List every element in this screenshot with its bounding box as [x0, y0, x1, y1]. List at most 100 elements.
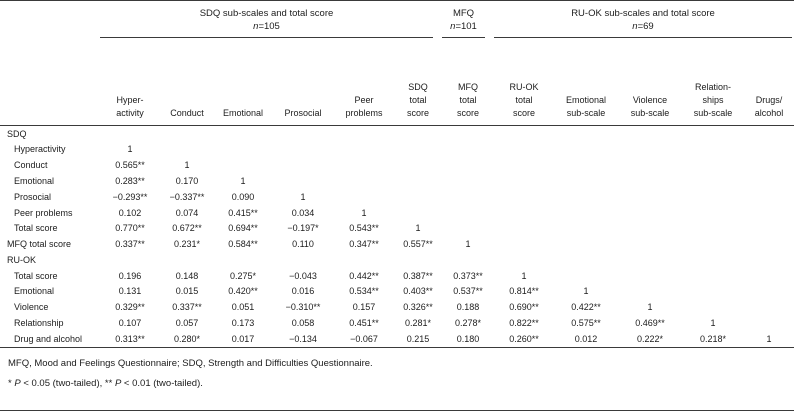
table-cell: 0.196: [118, 270, 142, 281]
group-header-sdq: SDQ sub-scales and total score n=105: [100, 1, 442, 38]
table-cell: [744, 205, 794, 221]
table-cell: 0.442**: [349, 270, 379, 281]
column-header-sdq-total: SDQ total score: [394, 37, 442, 127]
table-cell: [618, 236, 682, 252]
table-cell: [214, 252, 272, 268]
table-cell: 0.337**: [115, 239, 145, 250]
table-cell: [272, 252, 334, 268]
row-label: Hyperactivity: [14, 144, 66, 155]
table-cell: 1: [647, 302, 653, 313]
column-header-peer-problems: Peer problems: [334, 37, 394, 127]
table-cell: 0.280*: [173, 333, 201, 344]
table-cell: [494, 236, 554, 252]
table-cell: 1: [127, 144, 133, 155]
table-cell: [618, 252, 682, 268]
table-body: SDQ Hyperactivity 1 Conduct 0.565** 1 Emotiona…: [0, 126, 794, 347]
table-cell: [554, 236, 618, 252]
table-cell: [618, 189, 682, 205]
table-cell: [682, 220, 744, 236]
table-cell: [494, 252, 554, 268]
row-label: Prosocial: [14, 191, 52, 202]
table-cell: 0.148: [175, 270, 199, 281]
table-cell: [744, 141, 794, 157]
table-cell: [494, 220, 554, 236]
table-cell: 0.690**: [509, 302, 539, 313]
table-cell: [554, 141, 618, 157]
table-cell: 0.415**: [228, 207, 258, 218]
table-cell: 0.017: [231, 333, 255, 344]
table-cell: 1: [465, 239, 471, 250]
table-cell: 0.131: [118, 286, 142, 297]
table-row: Hyperactivity 1: [0, 141, 794, 157]
table-cell: [744, 157, 794, 173]
table-cell: 0.057: [175, 318, 199, 329]
correlation-table: SDQ sub-scales and total score n=105 MFQ…: [0, 0, 794, 347]
table-cell: 0.770**: [115, 223, 145, 234]
table-cell: 0.557**: [403, 239, 433, 250]
table-cell: [744, 268, 794, 284]
table-cell: 0.387**: [403, 270, 433, 281]
table-cell: [744, 236, 794, 252]
table-cell: [494, 126, 554, 142]
row-label: Peer problems: [14, 207, 73, 218]
table-cell: −0.043: [289, 270, 317, 281]
table-cell: 0.278*: [454, 318, 482, 329]
table-cell: [682, 252, 744, 268]
row-label: MFQ total score: [7, 239, 72, 250]
table-cell: 1: [583, 286, 589, 297]
table-cell: 0.215: [406, 333, 430, 344]
group-n: n=105: [253, 20, 280, 32]
table-cell: [442, 173, 494, 189]
group-header-row: SDQ sub-scales and total score n=105 MFQ…: [0, 0, 794, 127]
table-cell: [214, 157, 272, 173]
table-cell: 1: [710, 318, 716, 329]
column-header-violence-subscale: Violence sub-scale: [618, 37, 682, 127]
table-cell: 0.231*: [173, 239, 201, 250]
table-row: Peer problems 0.102 0.074 0.415** 0.034 1: [0, 205, 794, 221]
table-cell: −0.197*: [287, 223, 319, 234]
group-n: n=69: [632, 20, 654, 32]
table-cell: [494, 157, 554, 173]
table-cell: 0.283**: [115, 175, 145, 186]
table-cell: 0.090: [231, 191, 255, 202]
table-cell: [744, 315, 794, 331]
table-cell: 1: [300, 191, 306, 202]
table-cell: [682, 141, 744, 157]
table-cell: [618, 268, 682, 284]
table-cell: 0.422**: [571, 302, 601, 313]
table-cell: 0.074: [175, 207, 199, 218]
table-cell: 1: [766, 333, 772, 344]
table-cell: 0.313**: [115, 333, 145, 344]
row-label: Total score: [14, 223, 58, 234]
table-cell: [554, 252, 618, 268]
table-cell: [682, 268, 744, 284]
section-row: SDQ: [0, 126, 794, 142]
table-cell: 0.451**: [349, 318, 379, 329]
table-cell: [160, 252, 214, 268]
table-cell: [394, 205, 442, 221]
table-cell: [744, 173, 794, 189]
table-cell: 0.329**: [115, 302, 145, 313]
section-label: SDQ: [7, 128, 27, 139]
table-cell: [744, 220, 794, 236]
table-cell: 0.034: [291, 207, 315, 218]
column-header-emotional: Emotional: [214, 37, 272, 127]
table-cell: 0.157: [352, 302, 376, 313]
table-cell: 0.822**: [509, 318, 539, 329]
group-title: MFQ: [452, 8, 475, 19]
table-row: Violence 0.329** 0.337** 0.051 −0.310** 0.157…: [0, 299, 794, 315]
table-cell: [100, 126, 160, 142]
table-cell: [442, 189, 494, 205]
table-cell: [682, 157, 744, 173]
table-cell: [272, 126, 334, 142]
table-cell: −0.293**: [112, 191, 148, 202]
table-cell: [100, 252, 160, 268]
table-cell: [334, 189, 394, 205]
table-cell: [554, 173, 618, 189]
group-rule: RU-OK sub-scales and total score n=69: [494, 8, 792, 38]
table-cell: [618, 284, 682, 300]
table-row: Relationship 0.107 0.057 0.173 0.058 0.451** 0…: [0, 315, 794, 331]
table-cell: 0.016: [291, 286, 315, 297]
group-rule: SDQ sub-scales and total score n=105: [100, 8, 433, 38]
table-cell: 0.281*: [404, 318, 432, 329]
